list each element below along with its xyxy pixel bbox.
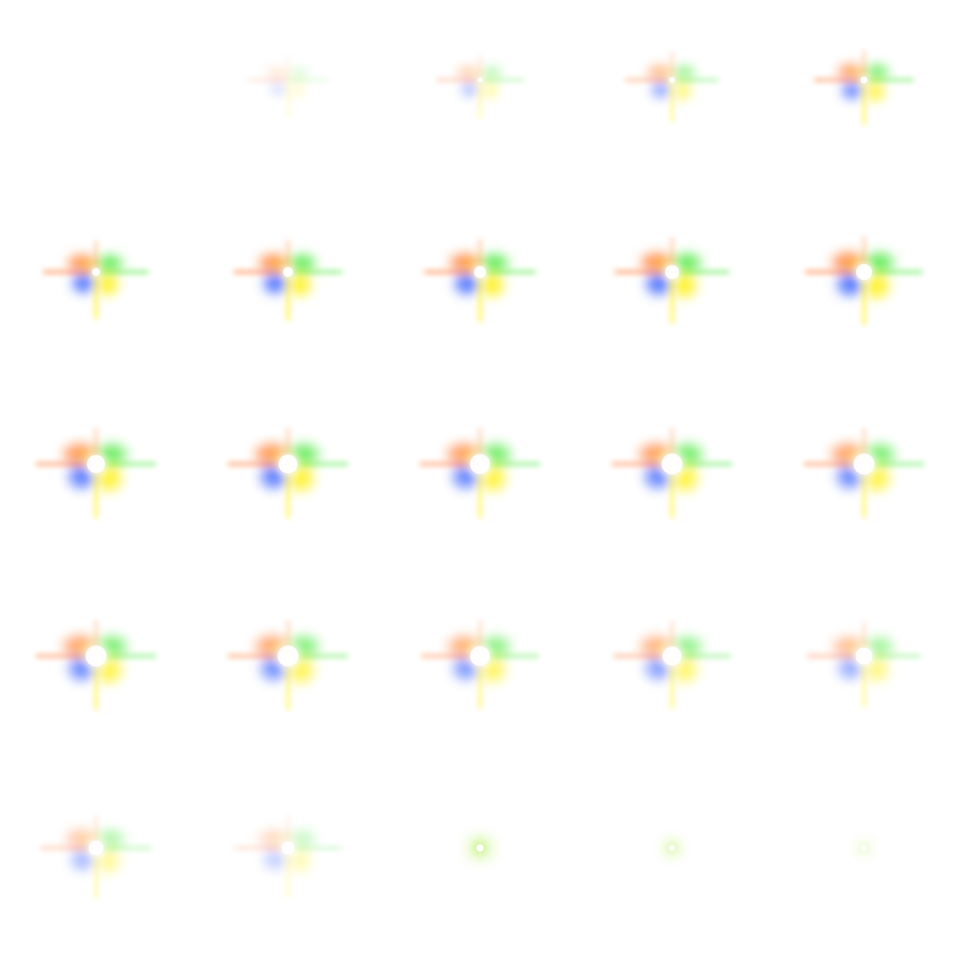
sprite-frame-21-graphic: [40, 814, 152, 898]
hot-core-center: [860, 76, 868, 84]
hot-core-center: [85, 645, 107, 667]
sprite-frame-10: [768, 192, 960, 384]
sprite-frame-25-graphic: [849, 833, 879, 863]
sprite-frame-9: [576, 192, 768, 384]
sprite-frame-15: [768, 384, 960, 576]
cross-streaks: [247, 55, 329, 117]
sprite-frame-12-graphic: [228, 428, 348, 518]
sprite-frame-17-graphic: [228, 620, 348, 710]
hot-core-center: [470, 646, 490, 666]
fading-glow: [849, 833, 879, 863]
sprite-frame-3-graphic: [436, 53, 524, 120]
hot-core-center: [661, 453, 683, 475]
sprite-frame-15-graphic: [804, 428, 924, 518]
sprite-frame-13: [384, 384, 576, 576]
sprite-frame-8: [384, 192, 576, 384]
cross-streaks: [436, 53, 524, 120]
sprite-frame-6-graphic: [43, 240, 149, 320]
hot-core-center: [278, 454, 298, 474]
hot-core-center: [87, 455, 105, 473]
sprite-frame-19-graphic: [613, 620, 731, 709]
sprite-frame-1: [0, 0, 192, 192]
sprite-frame-21: [0, 768, 192, 960]
sprite-frame-4: [576, 0, 768, 192]
hot-core-center: [665, 265, 679, 279]
hot-core-center: [92, 268, 100, 276]
sprite-frame-11: [0, 384, 192, 576]
sprite-frame-13-graphic: [420, 428, 540, 518]
hot-core-center: [856, 264, 872, 280]
hot-core-center: [88, 840, 104, 856]
quadrant-lobes: [263, 65, 311, 100]
sprite-frame-8-graphic: [424, 238, 536, 322]
sprite-frame-16: [0, 576, 192, 768]
sprite-frame-19: [576, 576, 768, 768]
sprite-frame-11-graphic: [36, 428, 156, 518]
sprite-frame-12: [192, 384, 384, 576]
sprite-frame-6: [0, 192, 192, 384]
hot-core-center: [855, 647, 873, 665]
hot-core-center: [281, 841, 295, 855]
sprite-frame-3: [384, 0, 576, 192]
hot-core-center: [277, 645, 299, 667]
sprite-frame-9-graphic: [615, 237, 729, 324]
hot-core-center: [474, 266, 486, 278]
sprite-frame-18-graphic: [421, 620, 539, 709]
sprite-frame-22-graphic: [234, 815, 342, 897]
sprite-frame-10-graphic: [805, 236, 923, 325]
sprite-frame-7: [192, 192, 384, 384]
sprite-frame-16-graphic: [36, 620, 156, 710]
sprite-frame-23-graphic: [461, 829, 499, 867]
sprite-frame-23: [384, 768, 576, 960]
hot-core-center: [662, 646, 682, 666]
sprite-frame-20: [768, 576, 960, 768]
hot-core-center: [477, 77, 483, 83]
sprite-frame-25: [768, 768, 960, 960]
fading-glow: [461, 829, 499, 867]
sprite-frame-24: [576, 768, 768, 960]
hot-core-center: [853, 453, 875, 475]
sprite-frame-2-graphic: [247, 55, 329, 117]
sprite-frame-2: [192, 0, 384, 192]
sprite-frame-14-graphic: [612, 428, 732, 518]
sprite-frame-1-graphic: [0, 0, 192, 192]
hot-core-center: [669, 77, 675, 83]
sprite-frame-20-graphic: [807, 621, 921, 708]
sprite-frame-18: [384, 576, 576, 768]
hot-core-center: [283, 267, 293, 277]
sprite-frame-4-graphic: [625, 52, 719, 122]
hot-core-center: [470, 454, 490, 474]
sprite-frame-5: [768, 0, 960, 192]
sprite-frame-5-graphic: [814, 50, 914, 125]
sprite-frame-14: [576, 384, 768, 576]
sprite-frame-17: [192, 576, 384, 768]
sprite-frame-22: [192, 768, 384, 960]
fading-glow: [655, 831, 689, 865]
sprite-frame-24-graphic: [655, 831, 689, 865]
sprite-frame-7-graphic: [234, 239, 342, 321]
